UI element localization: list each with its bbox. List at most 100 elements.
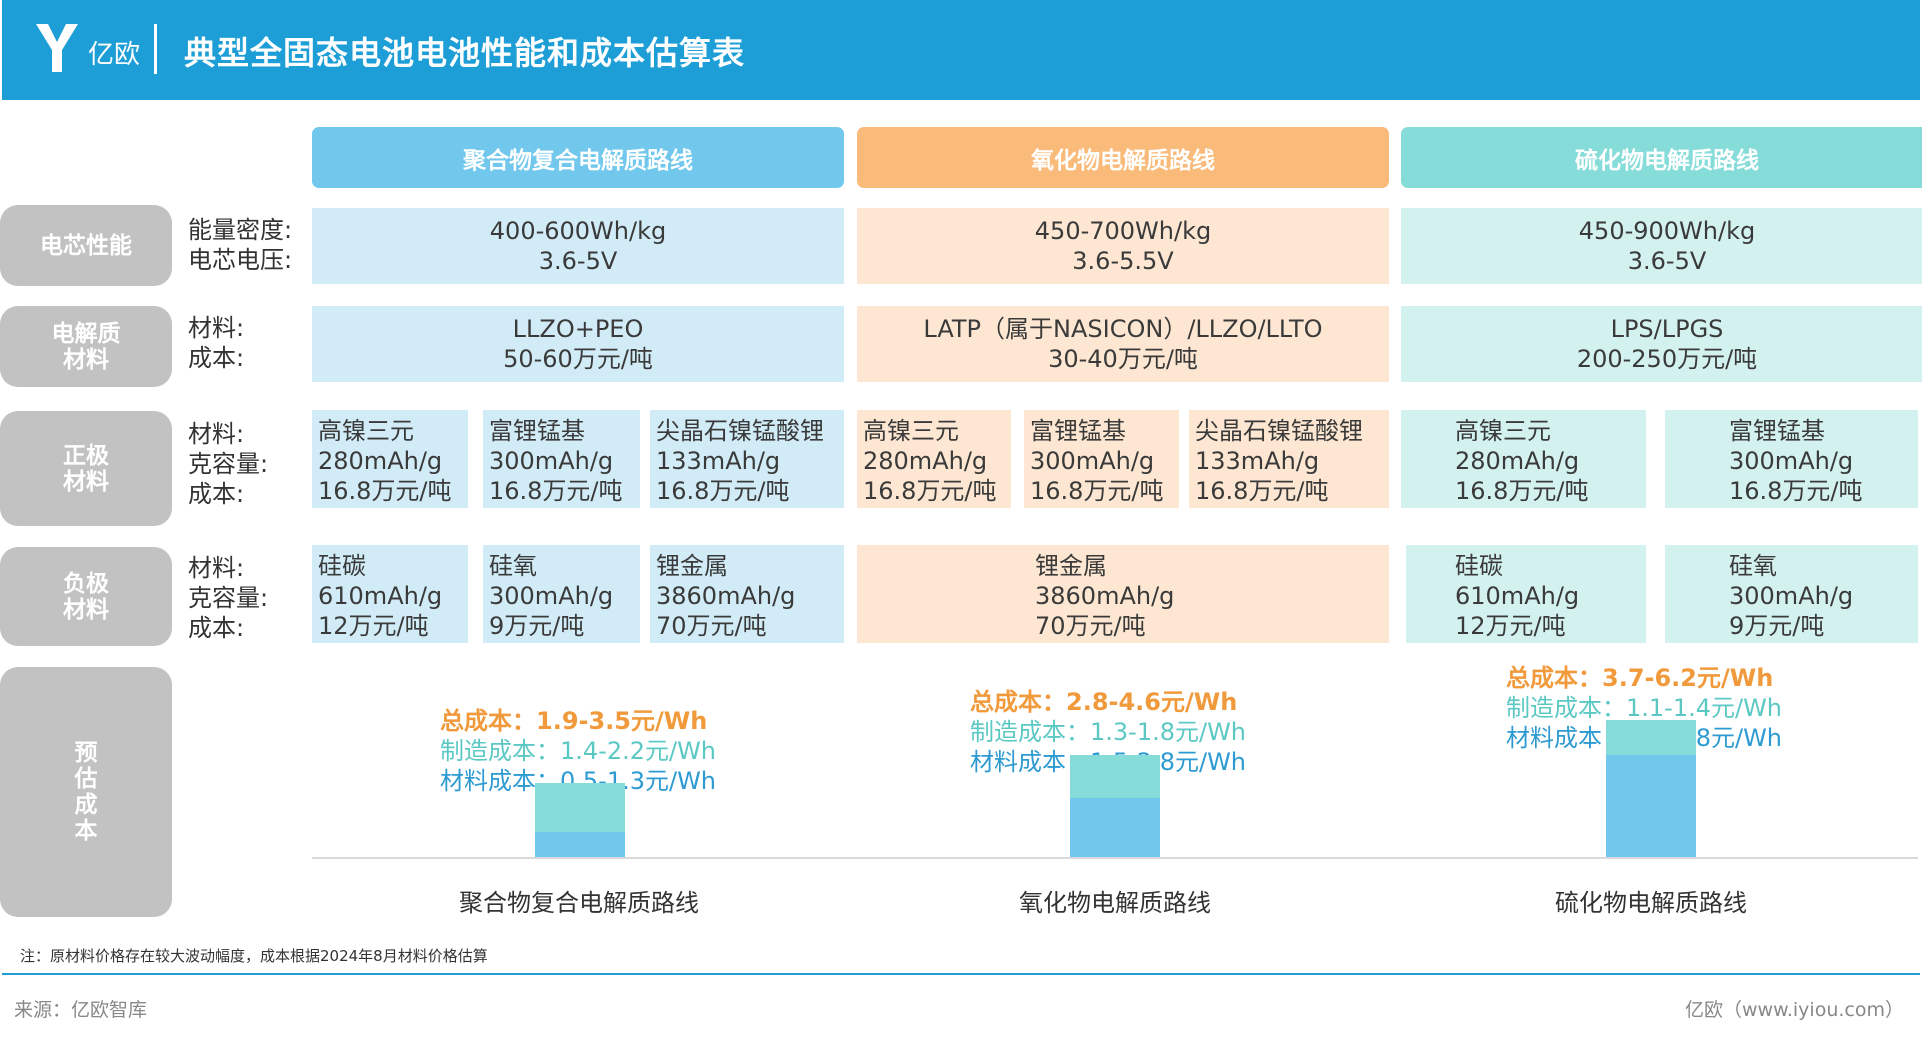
cathode-item: 高镍三元 280mAh/g 16.8万元/吨 xyxy=(1401,410,1646,508)
row-label-line: 材料 xyxy=(63,596,109,623)
anode-capacity: 300mAh/g xyxy=(489,582,614,610)
cost-annotation-sulfide: 总成本：3.7-6.2元/Wh 制造成本：1.1-1.4元/Wh 材料成本：2.… xyxy=(1506,663,1782,753)
total-cost-label: 总成本：1.9-3.5元/Wh xyxy=(440,707,708,735)
anode-item: 锂金属 3860mAh/g 70万元/吨 xyxy=(650,545,844,643)
cell-performance-oxide: 450-700Wh/kg 3.6-5.5V xyxy=(857,208,1389,284)
voltage-value: 3.6-5V xyxy=(538,247,618,275)
anode-cost: 9万元/吨 xyxy=(1729,612,1825,640)
footer-divider xyxy=(2,973,1920,975)
bar-segment-manufacturing-cost xyxy=(1070,754,1160,798)
cathode-item: 富锂锰基 300mAh/g 16.8万元/吨 xyxy=(483,410,640,508)
energy-density-value: 400-600Wh/kg xyxy=(489,217,667,245)
cathode-material: 富锂锰基 xyxy=(1030,417,1126,445)
cathode-capacity: 300mAh/g xyxy=(1030,447,1155,475)
cathode-cost: 16.8万元/吨 xyxy=(318,477,452,505)
cathode-capacity: 300mAh/g xyxy=(1729,447,1854,475)
cathode-cost: 16.8万元/吨 xyxy=(863,477,997,505)
anode-item: 锂金属 3860mAh/g 70万元/吨 xyxy=(857,545,1389,643)
cathode-capacity: 280mAh/g xyxy=(318,447,443,475)
cathode-item: 高镍三元 280mAh/g 16.8万元/吨 xyxy=(857,410,1011,508)
bar-segment-material-cost xyxy=(535,832,625,857)
field-material: 材料: xyxy=(188,314,245,342)
cell-performance-sulfide: 450-900Wh/kg 3.6-5V xyxy=(1401,208,1922,284)
field-energy-density: 能量密度: xyxy=(188,216,293,244)
electrolyte-cost: 30-40万元/吨 xyxy=(1048,345,1198,373)
bar-segment-manufacturing-cost xyxy=(1606,720,1696,755)
column-header-sulfide: 硫化物电解质路线 xyxy=(1401,127,1922,188)
electrolyte-polymer: LLZO+PEO 50-60万元/吨 xyxy=(312,306,844,382)
anode-item: 硅氧 300mAh/g 9万元/吨 xyxy=(1665,545,1918,643)
anode-item: 硅碳 610mAh/g 12万元/吨 xyxy=(312,545,468,643)
x-axis-label-sulfide: 硫化物电解质路线 xyxy=(1555,889,1747,917)
cathode-cost: 16.8万元/吨 xyxy=(1455,477,1589,505)
cathode-item: 尖晶石镍锰酸锂 133mAh/g 16.8万元/吨 xyxy=(1189,410,1389,508)
x-axis-label-polymer: 聚合物复合电解质路线 xyxy=(459,889,699,917)
electrolyte-sulfide: LPS/LPGS 200-250万元/吨 xyxy=(1401,306,1922,382)
row-label-anode: 负极 材料 xyxy=(0,547,172,646)
field-labels-anode: 材料: 克容量: 成本: xyxy=(188,553,268,643)
page-title: 典型全固态电池电池性能和成本估算表 xyxy=(184,34,746,72)
field-cell-voltage: 电芯电压: xyxy=(188,246,293,274)
cathode-material: 尖晶石镍锰酸锂 xyxy=(656,417,824,445)
anode-material: 硅氧 xyxy=(489,552,537,580)
bar-segment-manufacturing-cost xyxy=(535,782,625,833)
field-labels-cell-performance: 能量密度: 电芯电压: xyxy=(188,215,292,275)
cathode-material: 高镍三元 xyxy=(318,417,414,445)
field-material: 材料: xyxy=(188,420,245,448)
cathode-capacity: 133mAh/g xyxy=(1195,447,1320,475)
cathode-cost: 16.8万元/吨 xyxy=(489,477,623,505)
cathode-item: 富锂锰基 300mAh/g 16.8万元/吨 xyxy=(1024,410,1179,508)
energy-density-value: 450-900Wh/kg xyxy=(1578,217,1756,245)
field-cost: 成本: xyxy=(188,480,245,508)
bar-segment-material-cost xyxy=(1606,754,1696,857)
total-cost-label: 总成本：3.7-6.2元/Wh xyxy=(1506,664,1774,692)
row-label-cell-performance: 电芯性能 xyxy=(0,205,172,286)
cathode-material: 富锂锰基 xyxy=(489,417,585,445)
voltage-value: 3.6-5V xyxy=(1627,247,1707,275)
anode-capacity: 3860mAh/g xyxy=(1035,582,1175,610)
footnote: 注：原材料价格存在较大波动幅度，成本根据2024年8月材料价格估算 xyxy=(20,947,488,965)
anode-cost: 70万元/吨 xyxy=(1035,612,1146,640)
anode-capacity: 610mAh/g xyxy=(318,582,443,610)
source-text: 来源：亿欧智库 xyxy=(14,999,148,1021)
cathode-capacity: 133mAh/g xyxy=(656,447,781,475)
electrolyte-material: LLZO+PEO xyxy=(512,315,644,343)
row-label-char: 预 xyxy=(74,740,98,766)
chart-baseline xyxy=(312,857,1918,859)
manufacturing-cost-label: 制造成本：1.1-1.4元/Wh xyxy=(1506,694,1783,722)
energy-density-value: 450-700Wh/kg xyxy=(1034,217,1212,245)
cathode-item: 富锂锰基 300mAh/g 16.8万元/吨 xyxy=(1665,410,1918,508)
electrolyte-material: LPS/LPGS xyxy=(1610,315,1724,343)
anode-material: 锂金属 xyxy=(1035,552,1107,580)
electrolyte-oxide: LATP（属于NASICON）/LLZO/LLTO 30-40万元/吨 xyxy=(857,306,1389,382)
cathode-capacity: 300mAh/g xyxy=(489,447,614,475)
row-label-line: 材料 xyxy=(63,468,109,495)
cost-annotation-polymer: 总成本：1.9-3.5元/Wh 制造成本：1.4-2.2元/Wh 材料成本：0.… xyxy=(440,706,716,796)
row-label-line: 材料 xyxy=(63,346,109,373)
anode-item: 硅碳 610mAh/g 12万元/吨 xyxy=(1406,545,1646,643)
row-label-line: 正极 xyxy=(63,442,109,469)
logo-text: 亿欧 xyxy=(88,40,141,70)
cathode-material: 高镍三元 xyxy=(863,417,959,445)
field-capacity: 克容量: xyxy=(188,584,269,612)
logo-divider xyxy=(154,24,157,74)
row-label-cathode: 正极 材料 xyxy=(0,411,172,526)
field-cost: 成本: xyxy=(188,614,245,642)
row-label-line: 负极 xyxy=(63,570,109,597)
cathode-capacity: 280mAh/g xyxy=(863,447,988,475)
anode-cost: 12万元/吨 xyxy=(318,612,429,640)
site-credit: 亿欧（www.iyiou.com） xyxy=(1684,999,1904,1021)
electrolyte-cost: 50-60万元/吨 xyxy=(503,345,653,373)
cathode-material: 富锂锰基 xyxy=(1729,417,1825,445)
x-axis-label-oxide: 氧化物电解质路线 xyxy=(1019,889,1211,917)
field-cost: 成本: xyxy=(188,344,245,372)
electrolyte-material: LATP（属于NASICON）/LLZO/LLTO xyxy=(923,315,1323,343)
manufacturing-cost-label: 制造成本：1.4-2.2元/Wh xyxy=(440,737,717,765)
cathode-capacity: 280mAh/g xyxy=(1455,447,1580,475)
cathode-item: 尖晶石镍锰酸锂 133mAh/g 16.8万元/吨 xyxy=(650,410,844,508)
cathode-cost: 16.8万元/吨 xyxy=(656,477,790,505)
manufacturing-cost-label: 制造成本：1.3-1.8元/Wh xyxy=(970,718,1247,746)
row-label-char: 成 xyxy=(74,792,98,818)
row-label-char: 本 xyxy=(74,818,98,844)
field-labels-electrolyte: 材料: 成本: xyxy=(188,313,244,373)
